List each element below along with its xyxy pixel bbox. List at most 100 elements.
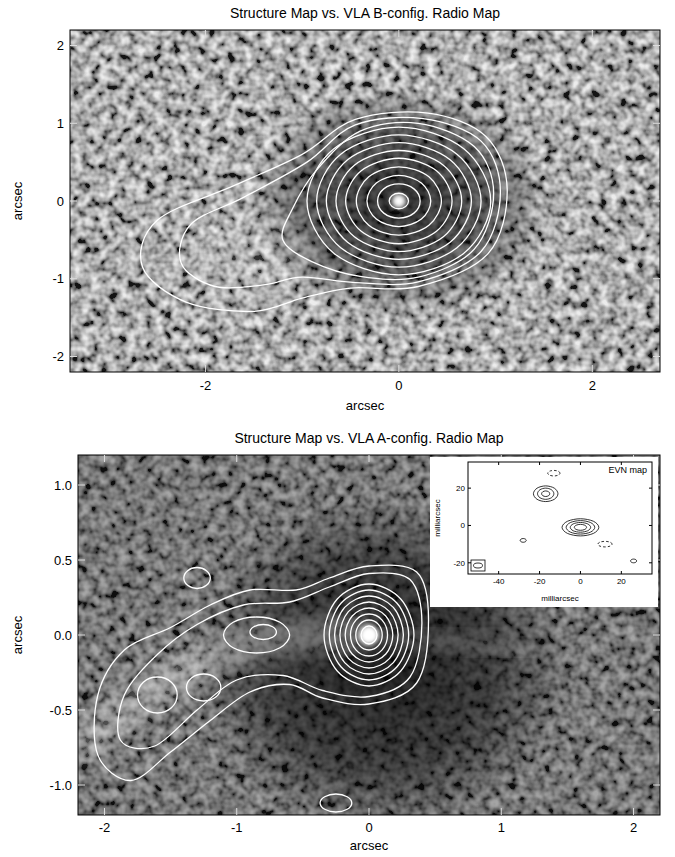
contour [361,626,377,644]
contour [180,117,501,288]
y-tick-label: 1.0 [54,478,72,493]
contour [574,524,586,530]
image-ground [70,30,660,372]
contour [356,167,441,235]
contours [520,470,637,562]
y-tick-label: 2 [57,38,64,53]
contour [329,590,408,680]
x-tick [498,462,499,574]
y-tick [70,45,660,46]
contour [184,568,210,589]
x-tick [621,462,622,574]
contour [345,608,393,662]
y-tick-label: -20 [453,559,465,568]
contour [598,541,612,547]
x-axis-title: milliarcsec [541,594,578,603]
x-tick [580,462,581,574]
y-tick [78,635,660,636]
contours [141,112,508,312]
image [70,30,660,372]
lobe-glow [194,213,314,283]
contour [548,470,560,476]
contour [356,620,382,650]
x-tick-label: -20 [534,577,546,586]
contour [94,565,428,780]
contour [566,521,595,534]
y-tick [468,562,652,563]
x-tick-label: 0 [395,378,402,393]
frame [70,30,660,372]
contours [94,565,428,812]
contour [367,175,431,226]
y-axis-title: arcsec [10,615,25,654]
x-tick [592,30,593,372]
x-axis-title: arcsec [350,838,389,853]
y-tick [468,525,652,526]
core-glow [359,625,379,645]
beam-box [471,560,485,571]
y-tick-label: 0.0 [54,628,72,643]
dark-halo [249,86,549,316]
panel: -2 -1 0 1 2 1.0 0.5 0.0 -0.5 -1.0 arcsec arcsec Stru… [10,430,660,853]
contour [324,584,414,686]
contour [520,539,526,543]
contour [118,573,422,749]
x-tick [236,455,237,815]
y-tick [70,356,660,357]
panel: -40-20020-20020milliarcsecmilliarcsecEVN… [430,457,658,607]
y-tick-label: -1 [52,271,64,286]
x-tick-label: -1 [231,820,243,835]
y-axis-title: arcsec [10,181,25,220]
x-tick-label: 1 [498,820,505,835]
title: Structure Map vs. VLA B-config. Radio Ma… [230,5,500,21]
x-tick-label: 20 [617,577,626,586]
y-tick-label: 0 [461,521,466,530]
beam [474,563,483,568]
inset-background [430,457,658,607]
contour [186,674,220,701]
y-tick-label: 0 [57,194,64,209]
y-tick-label: -2 [52,349,64,364]
contour [350,614,387,656]
contour [389,193,408,209]
contour [542,491,550,497]
x-tick [205,30,206,372]
x-tick-label: -2 [200,378,212,393]
core-glow [392,194,406,208]
image [471,560,485,571]
contour [326,143,471,260]
contour [340,602,398,668]
contour [562,519,599,536]
contour [631,559,637,563]
y-tick [78,785,660,786]
contour [282,122,494,279]
contour [138,677,178,713]
x-tick-label: 0 [578,577,583,586]
y-tick-label: 0.5 [54,553,72,568]
contour [336,150,462,251]
image [78,455,660,815]
contour [317,135,481,267]
contour [378,184,421,218]
contour [250,625,276,640]
y-tick [70,123,660,124]
contour [335,596,404,674]
y-tick [468,488,652,489]
title: Structure Map vs. VLA A-config. Radio Ma… [234,430,503,446]
y-tick-label: -0.5 [50,703,72,718]
x-tick-label: 2 [630,820,637,835]
y-tick [70,278,660,279]
y-tick-label: 1 [57,116,64,131]
x-tick-label: 0 [365,820,372,835]
contour [533,486,558,502]
figure: -202-2-1012arcsecarcsecStructure Map vs.… [0,0,675,857]
x-tick [398,30,399,372]
x-tick [369,455,370,815]
x-tick-label: -2 [99,820,111,835]
contour [538,488,554,499]
contour [224,617,290,653]
y-tick-label: -1.0 [50,778,72,793]
frame [78,455,660,815]
frame [468,462,652,574]
contour [141,112,508,312]
